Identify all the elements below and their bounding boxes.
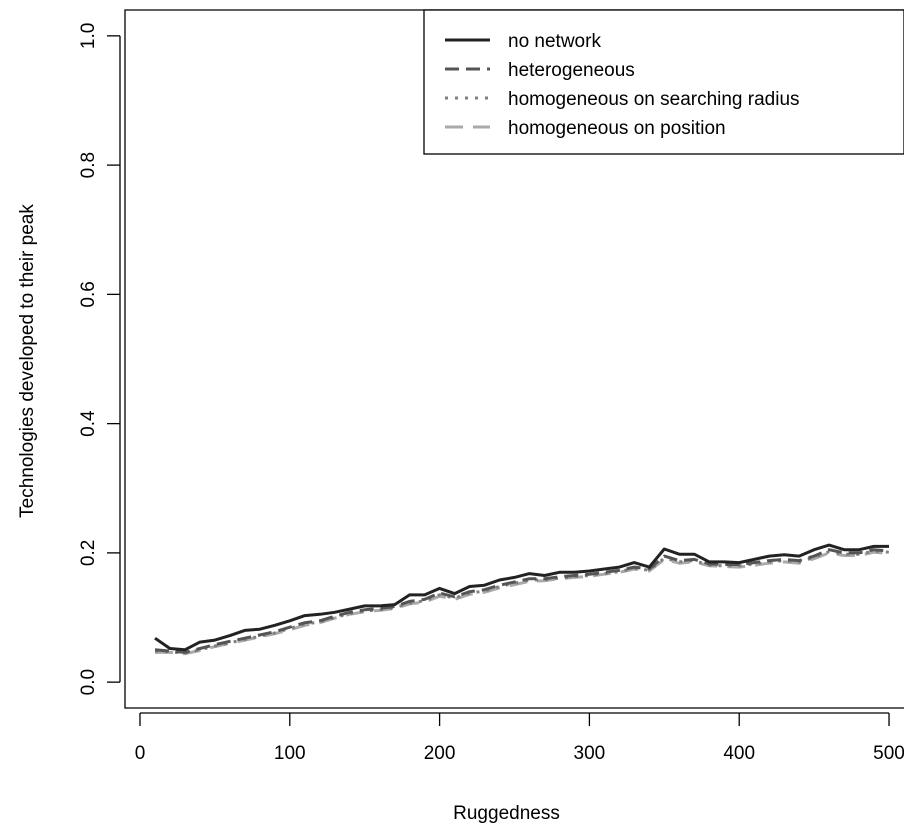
y-axis: 0.0 0.2 0.4 0.6 0.8 1.0 bbox=[78, 23, 121, 695]
series-line-2 bbox=[154, 548, 890, 654]
y-tick-label: 0.4 bbox=[78, 410, 99, 437]
y-tick-label: 1.0 bbox=[78, 23, 99, 49]
series-line-3 bbox=[154, 549, 890, 655]
y-tick-label: 0.0 bbox=[78, 669, 99, 695]
y-tick-label: 0.6 bbox=[78, 281, 99, 307]
legend-label-4: homogeneous on position bbox=[508, 118, 726, 139]
x-tick-label: 400 bbox=[723, 743, 755, 764]
x-axis-label: Ruggedness bbox=[453, 803, 560, 824]
legend-label-3: homogeneous on searching radius bbox=[508, 89, 800, 110]
legend-label-2: heterogeneous bbox=[508, 60, 635, 81]
legend: no network heterogeneous homogeneous on se… bbox=[423, 9, 904, 155]
x-tick-label: 500 bbox=[873, 743, 904, 764]
legend-label-1: no network bbox=[508, 31, 601, 52]
x-tick-label: 300 bbox=[574, 743, 606, 764]
x-tick-label: 100 bbox=[274, 743, 306, 764]
x-tick-label: 200 bbox=[424, 743, 456, 764]
series-line-4 bbox=[155, 550, 890, 656]
legend-box bbox=[423, 9, 904, 155]
y-axis-label: Technologies developed to their peak bbox=[17, 204, 38, 518]
y-tick-label: 0.2 bbox=[78, 540, 99, 566]
x-axis: 0 100 200 300 400 500 bbox=[135, 712, 904, 764]
series-line-1 bbox=[154, 543, 889, 652]
series-layer bbox=[154, 543, 890, 656]
x-tick-label: 0 bbox=[135, 743, 146, 764]
y-tick-label: 0.8 bbox=[78, 152, 99, 178]
